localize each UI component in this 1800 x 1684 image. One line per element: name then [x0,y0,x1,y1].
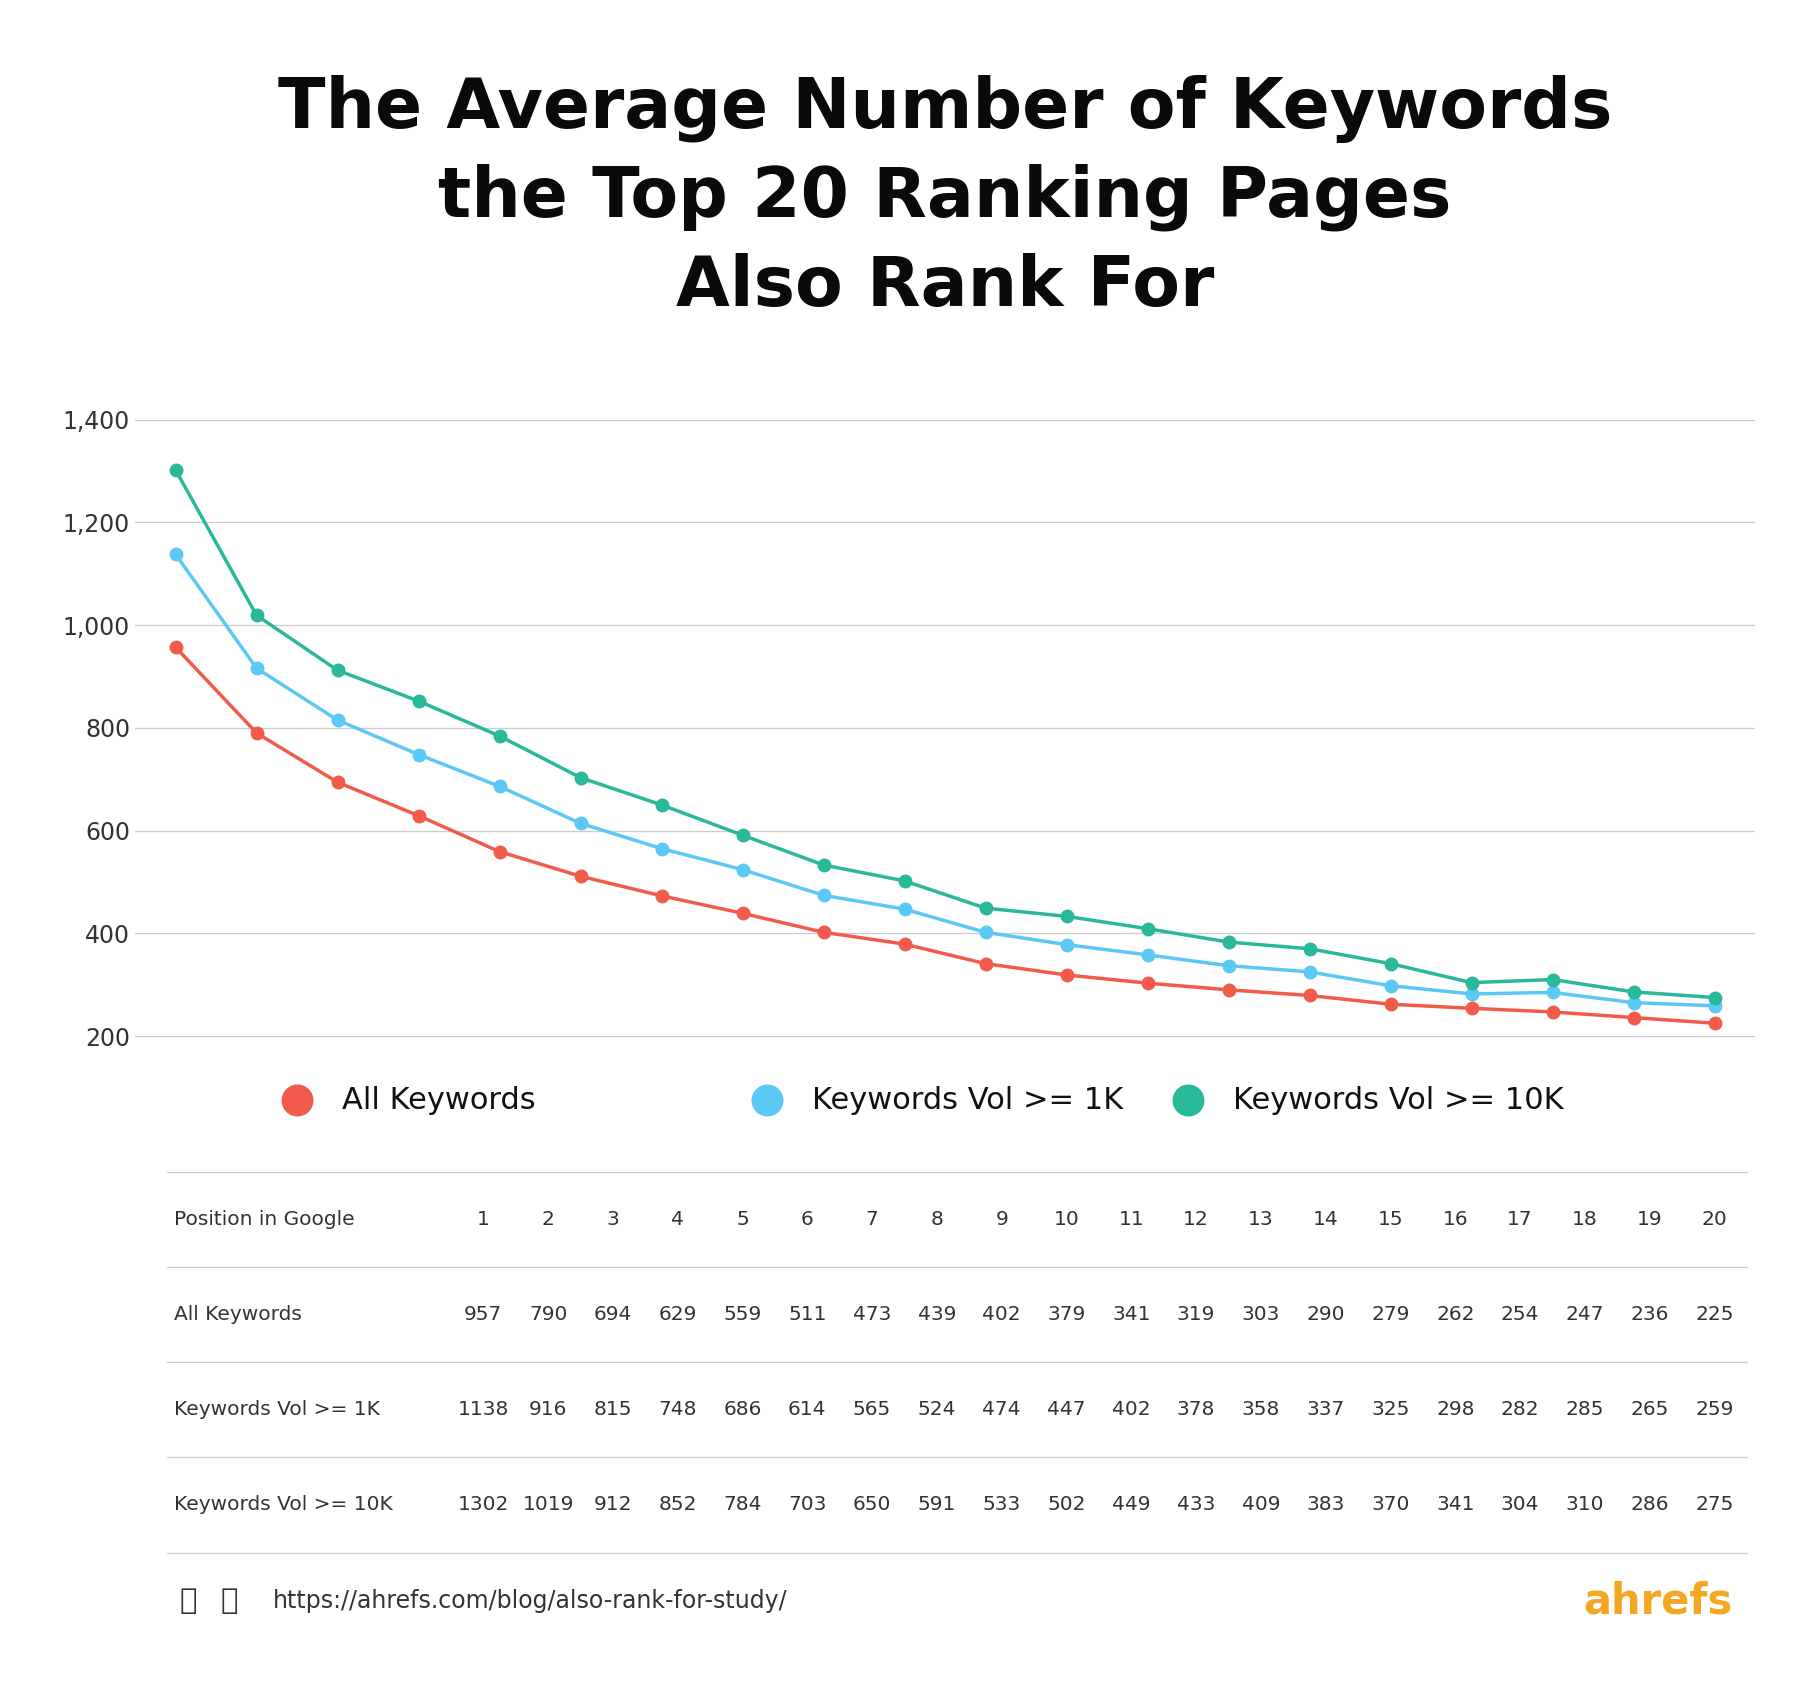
Text: 790: 790 [529,1305,567,1324]
Text: 18: 18 [1571,1209,1598,1229]
Text: 1019: 1019 [522,1495,574,1514]
Text: 19: 19 [1636,1209,1663,1229]
Text: 298: 298 [1436,1401,1474,1420]
Text: 852: 852 [659,1495,697,1514]
Text: 14: 14 [1312,1209,1339,1229]
Text: 310: 310 [1566,1495,1604,1514]
Text: 8: 8 [931,1209,943,1229]
Text: 303: 303 [1242,1305,1280,1324]
Text: 15: 15 [1377,1209,1404,1229]
Text: 254: 254 [1501,1305,1539,1324]
Text: 815: 815 [594,1401,632,1420]
Text: Keywords Vol >= 1K: Keywords Vol >= 1K [812,1086,1123,1115]
Text: 916: 916 [529,1401,567,1420]
Text: 285: 285 [1566,1401,1604,1420]
Text: 1138: 1138 [457,1401,509,1420]
Text: Ⓒ: Ⓒ [180,1586,198,1615]
Text: 370: 370 [1372,1495,1409,1514]
Text: 319: 319 [1177,1305,1215,1324]
Text: Position in Google: Position in Google [175,1209,355,1229]
Text: 16: 16 [1442,1209,1469,1229]
Text: ahrefs: ahrefs [1584,1580,1732,1622]
Text: 559: 559 [724,1305,761,1324]
Text: 11: 11 [1118,1209,1145,1229]
Text: 784: 784 [724,1495,761,1514]
Text: 473: 473 [853,1305,891,1324]
Text: 439: 439 [918,1305,956,1324]
Text: 290: 290 [1307,1305,1345,1324]
Text: Keywords Vol >= 1K: Keywords Vol >= 1K [175,1401,380,1420]
Text: 5: 5 [736,1209,749,1229]
Text: 275: 275 [1696,1495,1733,1514]
Text: All Keywords: All Keywords [342,1086,536,1115]
Text: All Keywords: All Keywords [175,1305,302,1324]
Text: 279: 279 [1372,1305,1409,1324]
Text: 378: 378 [1177,1401,1215,1420]
Text: 2: 2 [542,1209,554,1229]
Text: 591: 591 [918,1495,956,1514]
Text: 259: 259 [1696,1401,1733,1420]
Text: 402: 402 [983,1305,1021,1324]
Text: 449: 449 [1112,1495,1150,1514]
Text: https://ahrefs.com/blog/also-rank-for-study/: https://ahrefs.com/blog/also-rank-for-st… [274,1590,787,1613]
Text: 286: 286 [1631,1495,1669,1514]
Text: 225: 225 [1696,1305,1733,1324]
Text: 1: 1 [477,1209,490,1229]
Text: 10: 10 [1053,1209,1080,1229]
Text: 502: 502 [1048,1495,1085,1514]
Text: 379: 379 [1048,1305,1085,1324]
Text: 12: 12 [1183,1209,1210,1229]
Text: 912: 912 [594,1495,632,1514]
Text: 409: 409 [1242,1495,1280,1514]
Text: 20: 20 [1701,1209,1728,1229]
Text: ⓘ: ⓘ [220,1586,238,1615]
Text: 957: 957 [464,1305,502,1324]
Text: 565: 565 [853,1401,891,1420]
Text: Keywords Vol >= 10K: Keywords Vol >= 10K [1233,1086,1564,1115]
Text: 383: 383 [1307,1495,1345,1514]
Text: 1302: 1302 [457,1495,509,1514]
Text: 3: 3 [607,1209,619,1229]
Text: 694: 694 [594,1305,632,1324]
Text: 325: 325 [1372,1401,1409,1420]
Text: The Average Number of Keywords
the Top 20 Ranking Pages
Also Rank For: The Average Number of Keywords the Top 2… [277,74,1613,320]
Text: 358: 358 [1242,1401,1280,1420]
Text: 533: 533 [983,1495,1021,1514]
Text: 402: 402 [1112,1401,1150,1420]
Text: 4: 4 [671,1209,684,1229]
Text: 614: 614 [788,1401,826,1420]
Text: 7: 7 [866,1209,878,1229]
Text: 524: 524 [918,1401,956,1420]
Text: 304: 304 [1501,1495,1539,1514]
Text: 511: 511 [788,1305,826,1324]
Text: 13: 13 [1247,1209,1274,1229]
Text: 433: 433 [1177,1495,1215,1514]
Text: 282: 282 [1501,1401,1539,1420]
Text: 629: 629 [659,1305,697,1324]
Text: 262: 262 [1436,1305,1474,1324]
Text: 9: 9 [995,1209,1008,1229]
Text: 447: 447 [1048,1401,1085,1420]
Text: 703: 703 [788,1495,826,1514]
Text: Keywords Vol >= 10K: Keywords Vol >= 10K [175,1495,392,1514]
Text: 474: 474 [983,1401,1021,1420]
Text: 748: 748 [659,1401,697,1420]
Text: 265: 265 [1631,1401,1669,1420]
Text: 650: 650 [853,1495,891,1514]
Text: 686: 686 [724,1401,761,1420]
Text: 17: 17 [1507,1209,1534,1229]
Text: 247: 247 [1566,1305,1604,1324]
Text: 341: 341 [1112,1305,1150,1324]
Text: 337: 337 [1307,1401,1345,1420]
Text: 341: 341 [1436,1495,1474,1514]
Text: 6: 6 [801,1209,814,1229]
Text: 236: 236 [1631,1305,1669,1324]
